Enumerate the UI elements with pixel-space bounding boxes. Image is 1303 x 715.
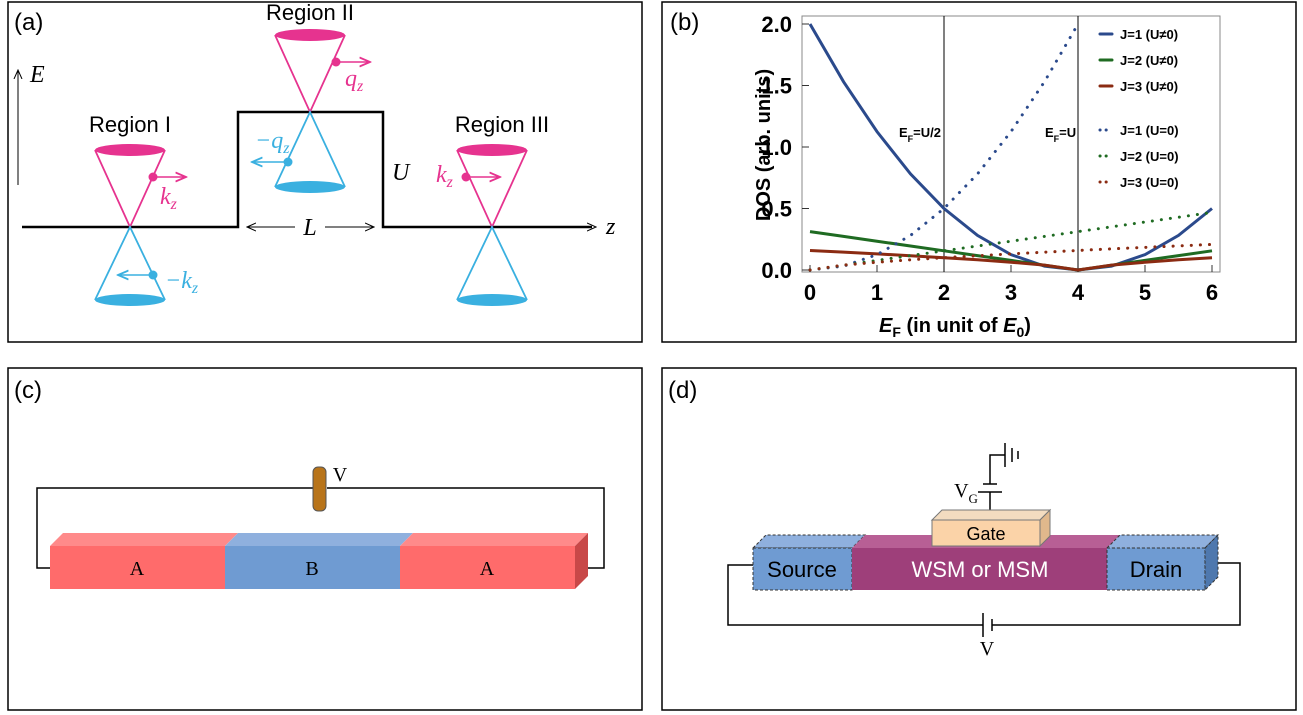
voltage-source: [313, 467, 326, 511]
label-part: E: [879, 315, 893, 337]
panel-label: (c): [14, 377, 42, 404]
symbol: −k: [165, 268, 192, 294]
y-tick-label: 1.5: [761, 74, 792, 99]
annotation: EF=U: [1045, 125, 1076, 144]
momentum-label: kz: [436, 162, 454, 191]
block-label: A: [130, 558, 145, 580]
region-label: Region II: [266, 0, 354, 25]
legend-label: J=3 (U≠0): [1120, 79, 1178, 94]
drain-label: Drain: [1130, 557, 1183, 582]
legend-label: J=3 (U=0): [1120, 175, 1179, 190]
panel-c: (c) V A B A: [14, 377, 604, 589]
y-tick-label: 1.0: [761, 135, 792, 160]
gate-voltage-label: VG: [954, 480, 978, 506]
region-label: Region I: [89, 112, 171, 137]
y-tick-label: 0.0: [761, 258, 792, 283]
panel-frames: [8, 2, 1296, 710]
block-label: A: [480, 558, 495, 580]
x-tick-label: 2: [938, 280, 950, 305]
u-label: U: [392, 160, 411, 186]
annotation-part: =U: [1059, 125, 1076, 140]
panel-label: (b): [670, 9, 699, 36]
voltage-label: V: [980, 638, 995, 660]
symbol: q: [345, 66, 357, 92]
x-axis-label: EF (in unit of E0): [879, 315, 1031, 340]
subscript: z: [446, 174, 454, 191]
label-subscript: 0: [1016, 324, 1024, 340]
panel-b: (b) DOS (arb. units) EF (in unit of E0) …: [670, 9, 1220, 340]
symbol: −q: [255, 128, 283, 154]
y-tick-label: 2.0: [761, 12, 792, 37]
momentum-label: qz: [345, 66, 364, 95]
x-tick-label: 0: [804, 280, 816, 305]
cones: [95, 29, 527, 306]
annotation-part: =U/2: [913, 125, 941, 140]
subscript: z: [282, 140, 290, 157]
e-label: E: [29, 62, 45, 88]
momentum-label: kz: [160, 184, 178, 213]
annotation-part: E: [1045, 125, 1054, 140]
figure: (a) E z U L Region I Region II Region II…: [0, 0, 1303, 715]
panel-d: (d) VG V Gate Source WSM or MSM Drain: [668, 377, 1240, 660]
momentum-label: −qz: [255, 128, 290, 157]
channel-label: WSM or MSM: [912, 557, 1049, 582]
y-tick-label: 0.5: [761, 197, 792, 222]
panel-label: (d): [668, 377, 697, 404]
subscript: z: [170, 196, 178, 213]
x-tick-label: 3: [1005, 280, 1017, 305]
label-part: E: [1003, 315, 1017, 337]
label-part: ): [1024, 315, 1031, 337]
annotation: EF=U/2: [899, 125, 941, 144]
x-tick-label: 1: [871, 280, 883, 305]
legend-label: J=2 (U=0): [1120, 149, 1179, 164]
legend-label: J=2 (U≠0): [1120, 53, 1178, 68]
voltage-label: V: [333, 464, 348, 486]
x-tick-label: 6: [1206, 280, 1218, 305]
z-label: z: [605, 214, 616, 240]
subscript: z: [356, 78, 364, 95]
annotation-part: E: [899, 125, 908, 140]
symbol: k: [160, 184, 171, 210]
x-tick-label: 5: [1139, 280, 1151, 305]
legend-label: J=1 (U≠0): [1120, 27, 1178, 42]
block-label: B: [305, 558, 318, 580]
momentum-label: −kz: [165, 268, 199, 297]
panel-a: (a) E z U L Region I Region II Region II…: [14, 0, 616, 306]
source-label: Source: [767, 557, 837, 582]
gate-label: Gate: [966, 524, 1005, 544]
legend-label: J=1 (U=0): [1120, 123, 1179, 138]
panel-label: (a): [14, 9, 43, 36]
symbol: V: [954, 480, 969, 502]
region-label: Region III: [455, 112, 549, 137]
label-part: (in unit of: [901, 315, 1003, 337]
subscript: G: [969, 491, 978, 506]
subscript: z: [191, 280, 199, 297]
x-tick-label: 4: [1072, 280, 1085, 305]
symbol: k: [436, 162, 447, 188]
l-label: L: [302, 215, 316, 241]
